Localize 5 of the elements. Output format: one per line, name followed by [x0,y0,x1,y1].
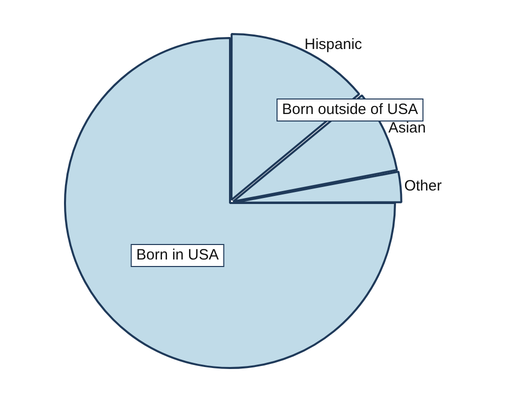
slice-label: Asian [388,120,426,137]
text: Born outside of USA [282,101,418,118]
slice-label: Hispanic [304,36,363,53]
slice-label: Other [404,178,442,195]
slice-label: Born in USA [136,246,219,264]
